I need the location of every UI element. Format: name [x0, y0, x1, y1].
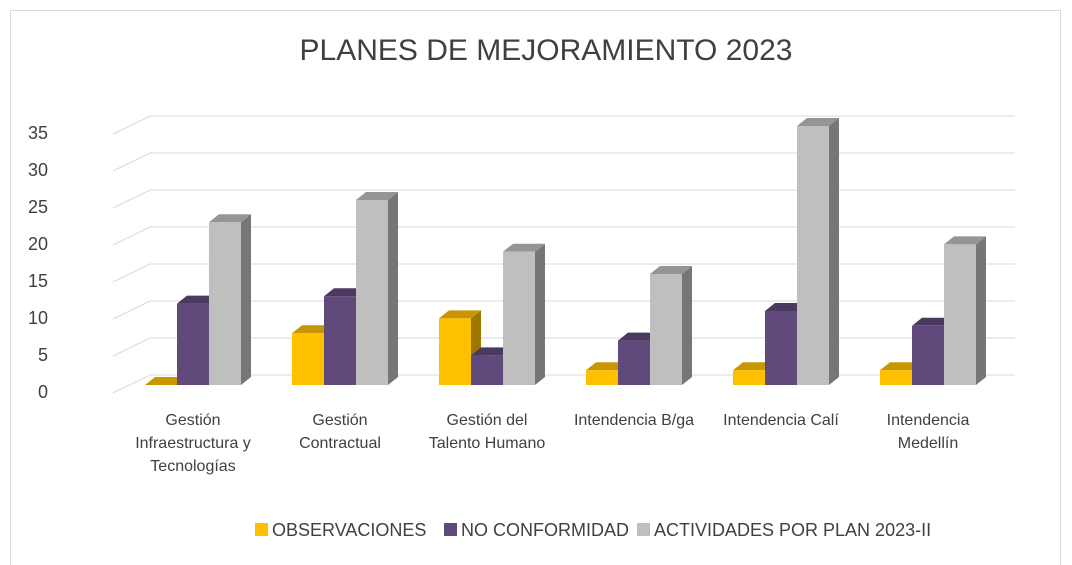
- x-tick-label: Intendencia B/ga: [573, 412, 695, 429]
- bar-side: [829, 118, 839, 385]
- grid-line: [112, 337, 1015, 357]
- bar-top: [797, 118, 839, 126]
- bar-front: [912, 325, 944, 385]
- bar-front: [797, 126, 829, 385]
- bar-top: [912, 317, 954, 326]
- x-tick-label: Intendencia Calí: [723, 412, 839, 429]
- bar-side: [388, 192, 398, 385]
- grid-line: [112, 152, 1015, 172]
- bar-top: [880, 362, 922, 371]
- bar-top: [503, 243, 545, 252]
- bar: [209, 214, 251, 385]
- legend-swatch: [444, 523, 457, 536]
- grid-line: [112, 374, 1015, 394]
- bar-front: [292, 333, 324, 385]
- bar-front: [439, 318, 471, 385]
- bar-side: [535, 243, 545, 385]
- grid-line: [112, 226, 1015, 246]
- bar-top: [356, 192, 398, 200]
- grid-line: [112, 263, 1015, 283]
- y-tick-label: 0: [38, 382, 48, 402]
- legend-label: NO CONFORMIDAD: [461, 520, 629, 540]
- bar-top: [439, 310, 481, 319]
- bar-top: [650, 266, 692, 274]
- y-tick-label: 25: [28, 197, 48, 217]
- chart-title: PLANES DE MEJORAMIENTO 2023: [300, 34, 793, 67]
- bar-front: [880, 370, 912, 385]
- bar-top: [324, 288, 366, 297]
- bar-top: [177, 295, 219, 304]
- x-tick-label: Intendencia Medellín: [886, 412, 970, 452]
- bar-front: [944, 244, 976, 385]
- bar: [503, 243, 545, 385]
- chart-border: [10, 10, 1061, 565]
- bar-side: [241, 214, 251, 385]
- bar-side: [976, 236, 986, 385]
- bar: [944, 236, 986, 385]
- bar-top: [471, 347, 513, 356]
- bar-front: [177, 303, 209, 385]
- bar-front: [209, 222, 241, 385]
- bar-top: [733, 362, 775, 371]
- bar-front: [324, 296, 356, 385]
- bar-front: [503, 251, 535, 385]
- grid-line: [112, 300, 1015, 320]
- y-tick-label: 20: [28, 234, 48, 254]
- x-tick-label: Gestión Contractual: [299, 412, 381, 452]
- legend-swatch: [255, 523, 268, 536]
- bar-top: [765, 303, 807, 311]
- bar-front: [471, 355, 503, 385]
- bar-top: [145, 377, 187, 385]
- legend-label: ACTIVIDADES POR PLAN 2023-II: [654, 520, 931, 540]
- y-tick-label: 35: [28, 123, 48, 143]
- bar-top: [586, 362, 628, 371]
- legend-swatch: [637, 523, 650, 536]
- legend-label: OBSERVACIONES: [272, 520, 426, 540]
- x-tick-label: Gestión Infraestructura y Tecnologías: [135, 412, 251, 475]
- y-tick-label: 30: [28, 160, 48, 180]
- bar-top: [618, 332, 660, 341]
- bar-top: [944, 236, 986, 245]
- bar: [797, 118, 839, 385]
- y-tick-label: 5: [38, 345, 48, 365]
- bar-front: [618, 340, 650, 385]
- bar: [650, 266, 692, 385]
- bar-front: [733, 370, 765, 385]
- grid-line: [112, 189, 1015, 209]
- bar: [145, 377, 187, 385]
- y-tick-label: 15: [28, 271, 48, 291]
- bar-side: [682, 266, 692, 385]
- y-tick-label: 10: [28, 308, 48, 328]
- bar: [356, 192, 398, 385]
- bar-front: [586, 370, 618, 385]
- bar-top: [209, 214, 251, 223]
- bar-front: [765, 311, 797, 385]
- bar: [439, 310, 481, 385]
- grid-line: [112, 115, 1015, 135]
- x-tick-label: Gestión del Talento Humano: [428, 412, 546, 452]
- bar-front: [650, 274, 682, 385]
- bar-front: [356, 200, 388, 385]
- bar-top: [292, 325, 334, 334]
